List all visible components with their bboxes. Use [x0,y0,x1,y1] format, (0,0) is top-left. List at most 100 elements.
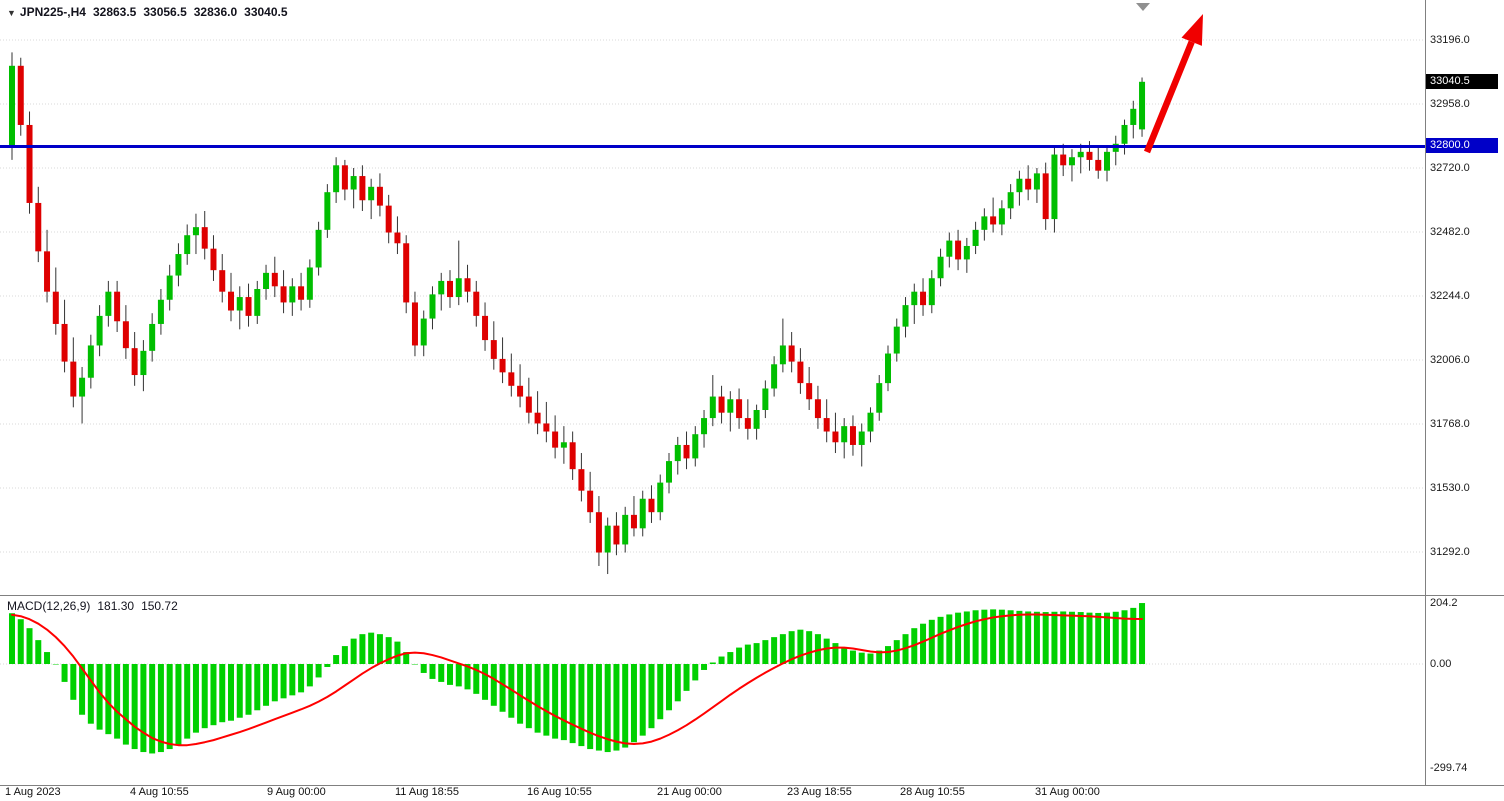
macd-histogram-bar [937,616,944,664]
macd-histogram-bar [753,643,760,664]
macd-signal-line [11,613,1144,747]
macd-histogram-bar [849,650,856,664]
macd-histogram-bar [963,611,970,664]
time-axis-label: 16 Aug 10:55 [527,786,592,798]
macd-histogram-bar [622,664,629,748]
right-axis-column[interactable]: 33196.0 32958.0 32720.0 32482.0 32244.0 32006… [1425,0,1504,785]
macd-histogram-bar [779,634,786,664]
candle-body [210,248,217,271]
macd-histogram-bar [893,640,900,664]
arrow-head [1181,14,1203,46]
trend-arrow-annotation[interactable] [1143,14,1203,154]
macd-histogram-bar [482,664,489,700]
candle-body [674,444,681,462]
candle-body [236,297,243,311]
time-axis-label: 11 Aug 18:55 [395,786,460,798]
macd-histogram-bar [455,664,462,687]
time-axis[interactable]: 1 Aug 2023 4 Aug 10:55 9 Aug 00:00 11 Aug 1… [0,786,1504,801]
candle-body [447,280,453,298]
candle-body [998,208,1005,225]
macd-histogram-bar [797,629,804,664]
time-axis-label: 1 Aug 2023 [5,786,61,798]
macd-histogram-bar [534,664,541,733]
candle-body [324,192,331,230]
candle-body [858,431,865,445]
candle-body [560,442,567,448]
macd-histogram-bar [438,664,445,682]
macd-histogram-bar [254,664,261,711]
candle-body [534,412,541,424]
candle-body [1130,108,1137,125]
candle-body [1068,157,1075,166]
chart-header: ▼ JPN225-,H4 32863.5 33056.5 32836.0 33040.5 [7,5,288,19]
candle-body [1051,154,1058,220]
macd-histogram-bar [429,664,436,679]
macd-signal-value: 150.72 [141,599,178,613]
macd-histogram-bar [666,664,672,711]
macd-histogram-bar [955,612,962,664]
candle-body [753,410,760,429]
candle-body [762,388,769,411]
candle-body [578,469,585,491]
macd-histogram-bar [1130,607,1137,664]
macd-histogram-bar [683,664,690,691]
panel-separator[interactable] [0,595,1504,596]
candle-body [122,321,129,349]
macd-histogram-bar [1068,611,1075,664]
candle-body [9,65,15,147]
macd-histogram-bar [517,664,524,724]
candle-body [552,431,559,448]
candle-body [280,286,287,303]
macd-histogram-bar [228,664,234,721]
macd-histogram-bar [727,652,734,664]
candle-body [1086,151,1093,160]
candle-body [937,256,944,279]
macd-histogram-bar [280,664,287,699]
time-axis-label: 9 Aug 00:00 [267,786,326,798]
macd-histogram-bar [271,664,278,702]
macd-histogram-bar [35,640,42,664]
macd-histogram-bar [692,664,699,681]
macd-histogram-bar [744,644,751,664]
macd-histogram-bar [289,664,296,696]
macd-histogram-bar [210,664,217,726]
current-price-tag: 33040.5 [1426,73,1498,89]
macd-histogram-bar [867,653,874,664]
ohlc-open: 32863.5 [92,5,137,19]
candle-body [525,396,532,413]
candle-body [201,227,208,249]
candle-body [44,251,51,292]
candle-body [885,353,891,384]
macd-histogram-bar [639,664,646,736]
macd-histogram-bar [315,664,322,678]
candle-body [797,361,804,384]
candle-body [263,272,270,289]
macd-histogram-layer [9,603,1146,754]
macd-tick-label: -299.74 [1430,762,1468,774]
candle-body [823,418,830,432]
candle-body [26,124,33,203]
chart-shift-marker-icon[interactable] [1136,3,1150,11]
macd-histogram-bar [26,628,33,664]
price-chart-canvas[interactable] [0,0,1425,595]
macd-histogram-bar [823,638,830,664]
candle-body [893,326,900,354]
macd-histogram-bar [630,664,637,743]
macd-indicator-canvas[interactable] [0,595,1425,785]
candle-body [972,229,979,246]
candle-body [35,202,42,252]
candles-layer [9,52,1146,575]
macd-histogram-bar [52,664,59,665]
candle-body [587,490,594,513]
candle-body [394,232,401,244]
grid-lines [0,39,1425,553]
macd-histogram-bar [858,652,865,664]
candle-body [613,525,620,545]
candle-body [131,348,138,376]
candle-body [990,216,997,225]
candle-body [315,229,322,268]
macd-histogram-bar [1086,612,1093,664]
macd-histogram-bar [543,664,550,736]
support-line-price-tag: 32800.0 [1426,138,1498,154]
